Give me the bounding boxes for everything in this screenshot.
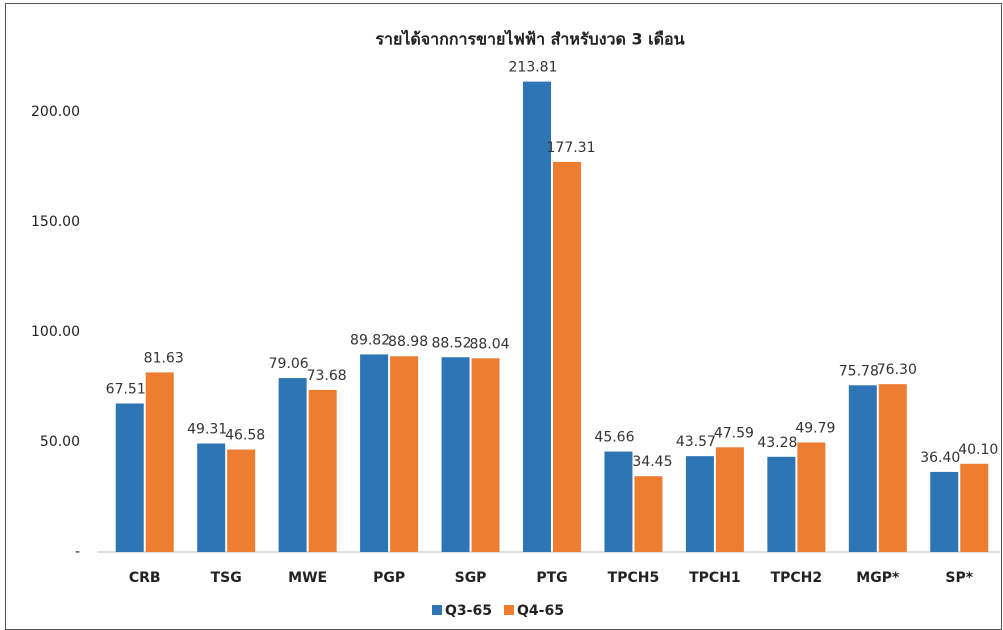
- legend-swatch: [432, 605, 442, 615]
- x-tick-label: TPCH2: [771, 570, 823, 586]
- value-label: 46.58: [225, 428, 265, 444]
- value-label: 67.51: [106, 381, 146, 397]
- value-label: 40.10: [958, 442, 998, 458]
- value-label: 49.79: [795, 420, 835, 436]
- chart-title: รายได้จากการขายไฟฟ้า สำหรับงวด 3 เดือน: [375, 30, 684, 49]
- y-tick-label: 50.00: [40, 434, 80, 450]
- bar: [878, 384, 907, 552]
- value-label: 34.45: [632, 454, 672, 470]
- value-label: 36.40: [920, 450, 960, 466]
- y-tick-label: 100.00: [31, 324, 80, 340]
- x-tick-label: TSG: [211, 570, 242, 586]
- bar: [360, 354, 389, 552]
- bar: [797, 442, 826, 552]
- value-label: 43.28: [757, 435, 797, 451]
- value-label: 89.82: [350, 332, 390, 348]
- bar: [960, 463, 989, 552]
- value-label: 88.52: [431, 335, 471, 351]
- x-tick-label: MGP*: [856, 570, 900, 586]
- bar: [390, 356, 419, 552]
- x-tick-label: SP*: [945, 570, 973, 586]
- value-label: 177.31: [547, 140, 596, 156]
- value-label: 73.68: [307, 368, 347, 384]
- bar: [848, 385, 877, 552]
- x-tick-label: PTG: [536, 570, 567, 586]
- bar: [767, 456, 796, 552]
- bar: [685, 456, 714, 552]
- value-label: 47.59: [714, 425, 754, 441]
- bar: [441, 357, 470, 552]
- value-label: 45.66: [594, 430, 634, 446]
- bar: [715, 447, 744, 552]
- bar: [471, 358, 500, 552]
- bar: [278, 378, 307, 552]
- legend-swatch: [504, 605, 514, 615]
- x-tick-label: TPCH1: [689, 570, 741, 586]
- y-tick-label: 200.00: [31, 104, 80, 120]
- value-label: 213.81: [509, 60, 558, 76]
- x-tick-label: MWE: [288, 570, 327, 586]
- value-label: 88.98: [388, 334, 428, 350]
- value-label: 49.31: [187, 422, 227, 438]
- x-tick-label: PGP: [373, 570, 405, 586]
- value-label: 43.57: [676, 434, 716, 450]
- bar: [308, 389, 337, 552]
- legend-label: Q4-65: [517, 603, 564, 619]
- value-label: 76.30: [877, 362, 917, 378]
- bar: [115, 403, 144, 552]
- bar: [930, 471, 959, 552]
- value-label: 79.06: [269, 356, 309, 372]
- bar: [227, 449, 256, 552]
- bar: [553, 161, 581, 552]
- bar: [197, 443, 226, 552]
- value-label: 81.63: [144, 350, 184, 366]
- value-label: 88.04: [469, 336, 509, 352]
- y-tick-label: 150.00: [31, 214, 80, 230]
- bar: [523, 81, 551, 553]
- legend-label: Q3-65: [445, 603, 492, 619]
- x-tick-label: TPCH5: [608, 570, 660, 586]
- y-tick-label: -: [75, 544, 80, 560]
- value-label: 75.78: [839, 363, 879, 379]
- x-tick-label: SGP: [455, 570, 487, 586]
- x-tick-label: CRB: [129, 570, 161, 586]
- bar: [604, 451, 633, 552]
- bar: [145, 372, 174, 552]
- bar: [634, 476, 663, 552]
